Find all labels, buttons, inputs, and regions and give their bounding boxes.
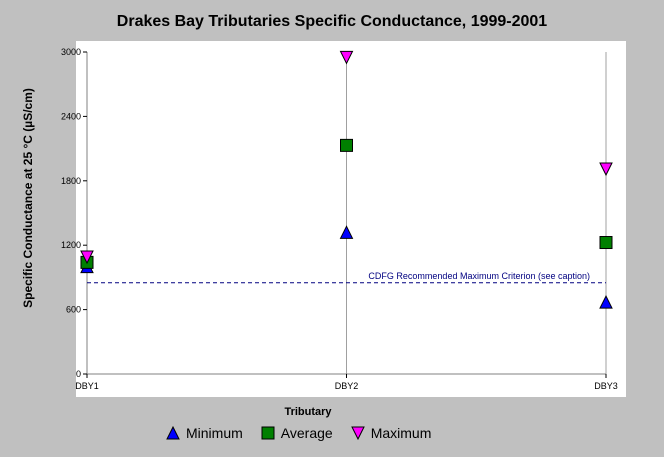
y-tick-label: 1800 <box>61 176 81 186</box>
marker-maximum-dby2 <box>339 50 354 65</box>
marker-maximum-dby1 <box>80 250 94 265</box>
triangle-down-icon <box>350 426 365 440</box>
marker-average-dby3 <box>599 236 613 250</box>
y-tick-label: 2400 <box>61 111 81 121</box>
marker-minimum-dby3 <box>599 294 613 309</box>
criterion-label: CDFG Recommended Maximum Criterion (see … <box>368 271 590 281</box>
x-tick-label: DBY1 <box>75 381 99 391</box>
marker-average-dby2 <box>340 138 353 152</box>
x-tick-label: DBY3 <box>594 381 618 391</box>
legend-item-maximum: Maximum <box>350 425 432 441</box>
y-tick-label: 600 <box>66 305 81 315</box>
triangle-up-icon <box>166 426 180 440</box>
y-tick-label: 3000 <box>61 47 81 57</box>
square-icon <box>261 426 275 440</box>
legend-label-maximum: Maximum <box>370 425 432 441</box>
legend-item-average: Average <box>261 425 333 441</box>
x-tick-label: DBY2 <box>335 381 359 391</box>
legend-label-average: Average <box>280 425 333 441</box>
x-axis-label: Tributary <box>284 406 332 418</box>
marker-maximum-dby3 <box>599 162 613 177</box>
y-tick-label: 1200 <box>61 240 81 250</box>
legend-label-minimum: Minimum <box>186 425 243 441</box>
chart-title: Drakes Bay Tributaries Specific Conducta… <box>116 13 548 30</box>
legend: Minimum Average Maximum <box>166 423 466 443</box>
marker-minimum-dby2 <box>339 225 354 239</box>
y-tick-label: 0 <box>76 369 81 379</box>
plot-background <box>76 41 626 397</box>
legend-item-minimum: Minimum <box>166 425 243 441</box>
